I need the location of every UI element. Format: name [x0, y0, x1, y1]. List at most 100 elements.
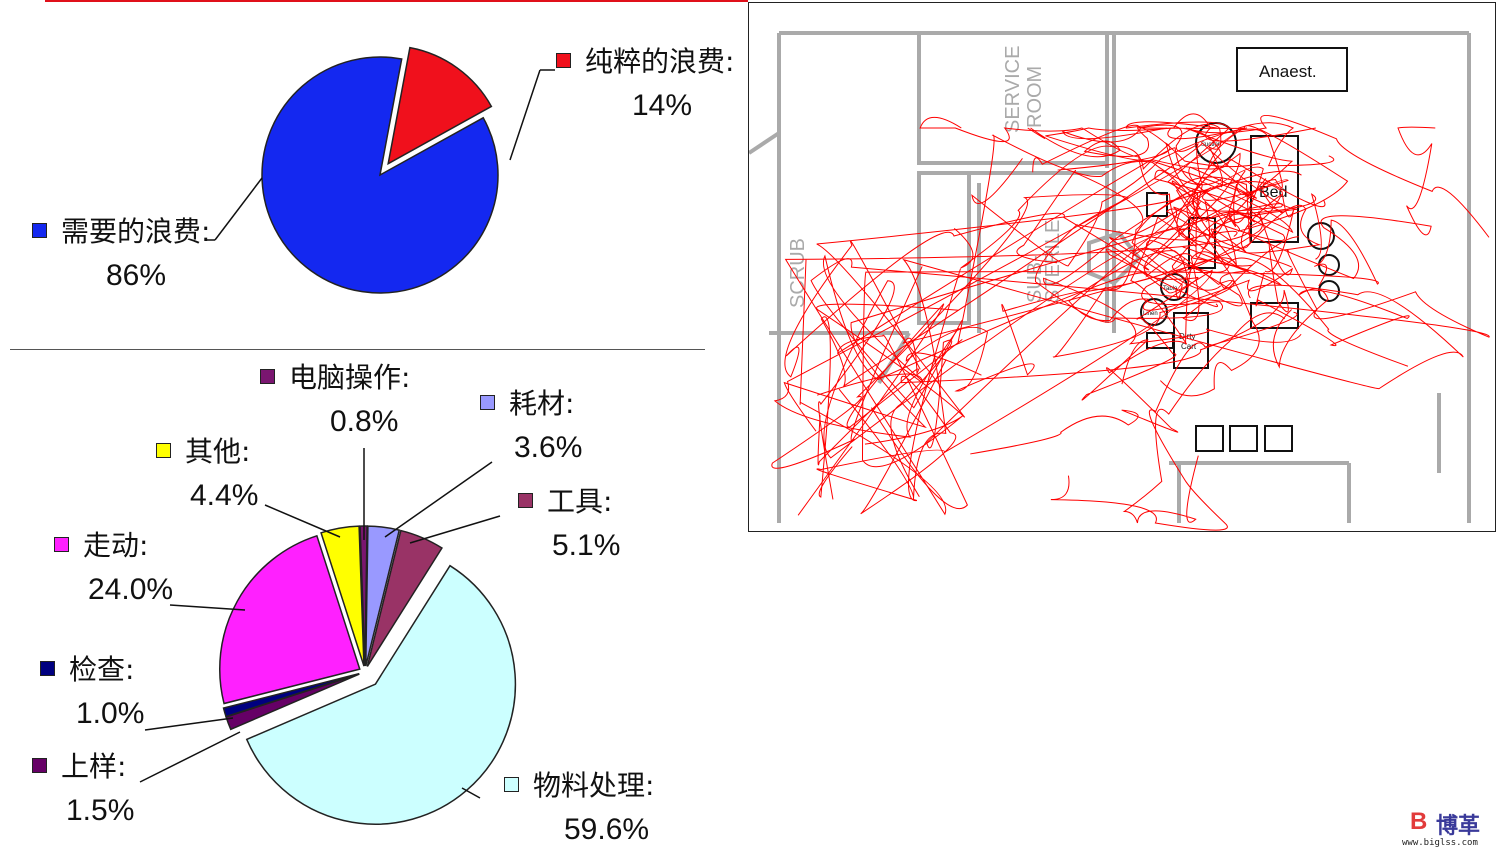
room-label: ROOM — [1024, 66, 1046, 128]
leader-line — [461, 787, 481, 799]
leader-line — [409, 515, 501, 544]
pie-slice — [365, 525, 401, 667]
slice-label: 纯粹的浪费: — [585, 45, 735, 78]
slice-label: 上样: — [61, 750, 127, 783]
legend-material-handling: 物料处理: 59.6% — [504, 764, 654, 852]
suction-label: Suction — [1201, 142, 1221, 148]
legend-computer: 电脑操作: 0.8% — [260, 356, 410, 444]
legend-other: 其他: 4.4% — [156, 430, 258, 518]
pie-slice — [387, 46, 493, 166]
slice-label: 耗材: — [509, 387, 575, 420]
legend-needed-waste: 需要的浪费: 86% — [32, 210, 210, 298]
logo-mark: B — [1410, 808, 1428, 835]
slice-value: 59.6% — [564, 813, 650, 846]
linen-label: Linen — [1143, 311, 1158, 317]
slice-label: 其他: — [185, 435, 251, 468]
slice-value: 1.5% — [66, 794, 135, 827]
movement-trace — [971, 128, 1283, 267]
swatch — [156, 442, 171, 458]
room-label: SERVICE — [1002, 46, 1024, 133]
movement-trace — [810, 249, 1490, 409]
leader-line — [509, 69, 541, 161]
movement-trace — [1016, 170, 1235, 358]
legend-loading: 上样: 1.5% — [32, 745, 134, 833]
pie-slice — [222, 672, 360, 718]
movement-trace — [818, 170, 1302, 500]
pie-slice — [219, 534, 361, 705]
movement-trace — [784, 194, 1283, 516]
swatch — [260, 368, 275, 384]
pie-charts — [139, 46, 555, 825]
slice-value: 24.0% — [88, 573, 174, 606]
pie-slice — [320, 525, 365, 667]
swatch — [504, 776, 519, 792]
movement-trace — [970, 265, 1198, 455]
movement-trace — [1149, 152, 1292, 268]
slice-label: 物料处理: — [533, 769, 655, 802]
room-labels: SERVICE ROOM SUB- STERILE SCRUB — [787, 46, 1064, 308]
movement-trace — [784, 212, 1192, 378]
slice-value: 0.8% — [330, 405, 399, 438]
swatch — [32, 757, 47, 773]
slice-label: 检查: — [69, 653, 135, 686]
legend-tools: 工具: 5.1% — [518, 480, 620, 568]
movement-trace — [1122, 312, 1286, 524]
slice-label: 需要的浪费: — [61, 215, 211, 248]
movement-trace — [1032, 124, 1294, 234]
table-label: Table — [1163, 286, 1178, 292]
movement-trace — [1061, 127, 1248, 219]
pie-slice — [261, 56, 499, 294]
slice-value: 5.1% — [552, 529, 621, 562]
legend-inspection: 检查: 1.0% — [40, 648, 144, 736]
slice-label: 工具: — [547, 485, 613, 518]
movement-trace — [1027, 126, 1261, 168]
floor-plan-spaghetti-diagram: SERVICE ROOM SUB- STERILE SCRUB Anaest. — [747, 2, 1496, 532]
legend-consumables: 耗材: 3.6% — [480, 382, 582, 470]
movement-trace — [953, 123, 1224, 269]
swatch — [32, 222, 47, 238]
movement-trace — [905, 258, 1185, 392]
leader-line — [214, 177, 263, 241]
movement-traces — [771, 113, 1490, 531]
legend-pure-waste: 纯粹的浪费: 14% — [556, 40, 734, 128]
slice-value: 4.4% — [190, 479, 259, 512]
swatch — [556, 52, 571, 68]
movement-trace — [1125, 121, 1349, 232]
top-rule — [45, 0, 748, 2]
section-divider — [10, 349, 705, 350]
movement-trace — [1166, 204, 1409, 367]
movement-trace — [1154, 169, 1263, 272]
swatch — [480, 394, 495, 410]
movement-trace — [1050, 311, 1298, 531]
movement-trace — [837, 147, 1238, 510]
leader-line — [144, 717, 234, 731]
movement-trace — [1081, 201, 1201, 401]
movement-trace — [838, 258, 1464, 500]
leader-line — [139, 731, 241, 783]
movement-trace — [818, 142, 1298, 498]
movement-trace — [1068, 210, 1294, 322]
leader-line — [169, 604, 246, 611]
slice-label: 电脑操作: — [289, 361, 411, 394]
slice-value: 86% — [106, 259, 167, 292]
swatch — [54, 536, 69, 552]
movement-trace — [797, 134, 1224, 516]
movement-trace — [1255, 272, 1410, 369]
movement-trace — [1035, 200, 1238, 323]
swatch — [40, 660, 55, 676]
movement-trace — [1109, 178, 1267, 299]
movement-trace — [816, 248, 1218, 502]
room-label: SCRUB — [787, 238, 809, 308]
leader-line — [384, 461, 493, 538]
slice-value: 1.0% — [76, 697, 145, 730]
movement-trace — [1245, 126, 1436, 280]
pie-slice — [366, 529, 443, 667]
anaest-label: Anaest. — [1259, 62, 1317, 81]
logo-name: 博革 — [1436, 814, 1481, 839]
legend-walking: 走动: 24.0% — [54, 524, 173, 612]
slice-value: 14% — [632, 89, 693, 122]
movement-trace — [919, 116, 1197, 248]
leader-line — [264, 504, 341, 538]
slice-label: 走动: — [83, 529, 149, 562]
